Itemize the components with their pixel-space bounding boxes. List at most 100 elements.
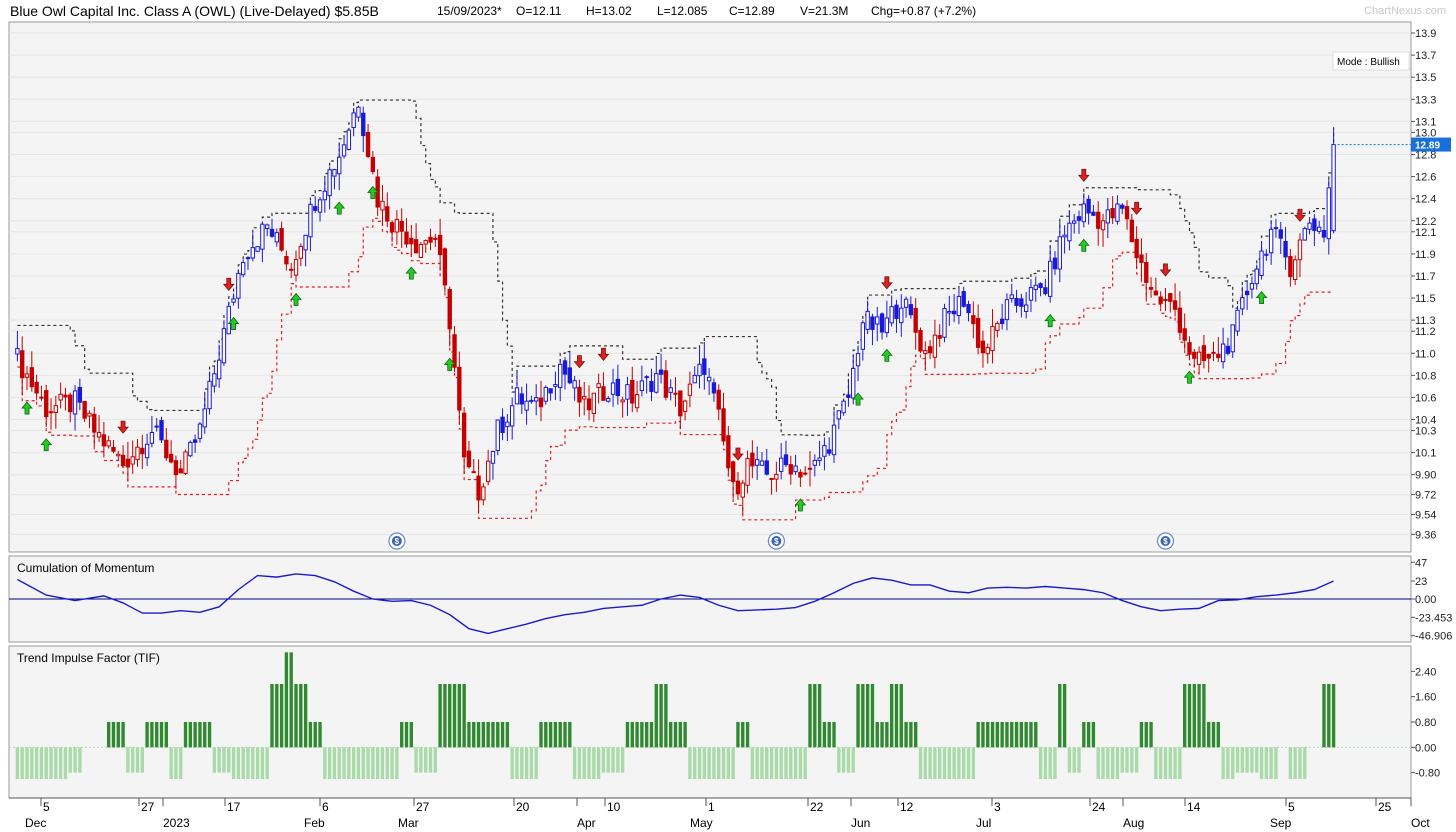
tif-bar xyxy=(563,722,567,748)
tif-bar xyxy=(1086,722,1091,748)
candle-body xyxy=(1302,228,1307,241)
tif-bar xyxy=(808,684,812,748)
candle-body xyxy=(1043,287,1048,295)
tif-tick-label: 2.40 xyxy=(1415,666,1436,678)
tif-bar xyxy=(1322,684,1326,748)
tif-bar xyxy=(1082,722,1086,748)
candle-body xyxy=(923,350,928,355)
candle-body xyxy=(730,461,736,482)
tif-bar xyxy=(880,722,884,748)
candle-body xyxy=(265,224,270,230)
candle-body xyxy=(971,315,976,325)
tif-bar xyxy=(1303,747,1307,779)
high-value: H=13.02 xyxy=(586,4,632,18)
candle-body xyxy=(980,340,986,354)
tif-bar xyxy=(207,722,212,748)
candle-body xyxy=(337,156,342,175)
tif-bar xyxy=(491,722,495,748)
tif-bar xyxy=(1125,747,1129,773)
tif-bar xyxy=(1269,747,1273,779)
tif-bar xyxy=(1038,747,1043,779)
tif-bar xyxy=(558,722,562,748)
candle-body xyxy=(495,419,500,451)
candle-body xyxy=(53,405,59,413)
candle-body xyxy=(29,367,34,388)
price-tick-label: 13.3 xyxy=(1415,94,1436,106)
candle-body xyxy=(1268,228,1274,254)
tif-bar xyxy=(212,747,217,773)
candle-body xyxy=(1307,222,1312,230)
x-tick-month: Mar xyxy=(398,816,419,830)
candle-body xyxy=(1192,351,1197,359)
candle-body xyxy=(582,395,587,400)
x-tick-month: Jun xyxy=(851,816,870,830)
buy-signal-arrow xyxy=(367,185,379,199)
candle-body xyxy=(932,334,938,358)
candle-body xyxy=(1158,296,1163,304)
candle-body xyxy=(481,486,486,501)
tif-bar xyxy=(462,684,466,748)
candle-body xyxy=(673,392,678,395)
candle-body xyxy=(1052,257,1058,270)
tif-bar xyxy=(870,684,875,748)
tif-bar xyxy=(318,722,322,748)
momentum-tick-label: 23 xyxy=(1415,576,1427,588)
candle-body xyxy=(894,304,899,319)
candle-body xyxy=(1120,204,1125,209)
price-tick-label: 10.3 xyxy=(1415,426,1436,438)
tif-bar xyxy=(664,684,668,748)
tif-bar xyxy=(227,747,231,773)
tif-bar xyxy=(270,684,274,748)
candle-body xyxy=(831,424,837,456)
candle-body xyxy=(274,232,279,243)
candle-body xyxy=(524,400,529,411)
candle-body xyxy=(702,358,707,375)
candle-body xyxy=(322,190,328,201)
candle-body xyxy=(101,434,107,447)
tif-bar xyxy=(49,747,53,779)
candle-body xyxy=(346,129,352,150)
tif-bar xyxy=(601,747,606,773)
tif-bar xyxy=(702,747,707,779)
close-value: C=12.89 xyxy=(729,4,775,18)
candle-body xyxy=(913,307,918,333)
tif-bar xyxy=(1053,747,1057,779)
tif-bar xyxy=(356,747,361,779)
tif-bar xyxy=(327,747,332,779)
candle-body xyxy=(562,360,568,375)
candle-body xyxy=(1206,353,1211,359)
tif-bar xyxy=(683,722,687,748)
tif-bar xyxy=(231,747,236,779)
x-tick-day: 12 xyxy=(900,800,914,814)
tif-bar xyxy=(1235,747,1240,773)
candle-body xyxy=(1278,229,1283,239)
tif-bar xyxy=(947,747,951,779)
candle-body xyxy=(1273,227,1279,230)
mode-label: Mode : Bullish xyxy=(1337,57,1400,68)
sell-signal-arrow xyxy=(1130,201,1143,215)
x-tick-day: 25 xyxy=(1378,800,1392,814)
candle-body xyxy=(192,439,198,443)
candle-body xyxy=(317,199,323,213)
tif-bar xyxy=(837,747,841,773)
tif-bar xyxy=(861,684,865,748)
last-price-tag-label: 12.89 xyxy=(1415,141,1440,152)
candle-body xyxy=(111,446,116,452)
candle-body xyxy=(735,480,741,495)
buy-signal-arrow xyxy=(40,438,53,452)
candle-body xyxy=(39,396,44,399)
tif-bar xyxy=(1034,722,1038,748)
candle-body xyxy=(308,203,313,238)
tif-bar xyxy=(1115,747,1120,779)
tif-bar xyxy=(457,684,462,748)
price-tick-label: 11.5 xyxy=(1415,293,1436,305)
tif-bar xyxy=(111,722,116,748)
tif-bar xyxy=(774,747,779,779)
tif-bar xyxy=(1077,747,1081,773)
price-tick-label: 9.90 xyxy=(1415,470,1436,482)
price-tick-label: 9.54 xyxy=(1415,509,1436,521)
candle-body xyxy=(812,459,817,466)
tif-bar xyxy=(155,722,159,748)
candle-body xyxy=(1057,236,1062,270)
